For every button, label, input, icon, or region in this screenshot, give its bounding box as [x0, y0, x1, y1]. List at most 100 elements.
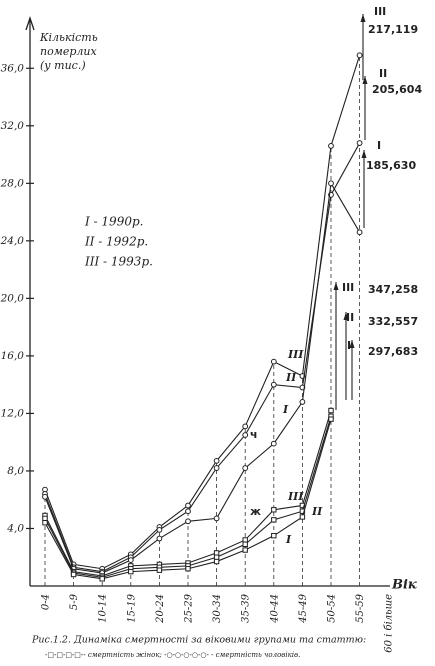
y-tick-label: 20,0	[0, 292, 24, 304]
x-axis-label: Вік	[391, 578, 417, 593]
point	[185, 508, 191, 515]
point	[356, 140, 363, 146]
x-tick-label: 35-39	[241, 593, 252, 622]
annotation: 185,630	[366, 159, 416, 172]
point	[328, 407, 334, 414]
y-tick-label: 28,0	[0, 177, 24, 189]
x-tick-label: 20-24	[155, 594, 166, 624]
point	[213, 465, 220, 471]
point	[42, 493, 48, 500]
point	[328, 416, 334, 422]
x-tick-label: 10-14	[98, 594, 109, 623]
x-tick-label: 50-54	[327, 594, 338, 623]
series-label: І	[285, 533, 292, 546]
point	[185, 518, 191, 525]
x-tick-label: 55-59	[355, 593, 366, 622]
annotation: І	[347, 339, 351, 352]
arrow-head	[343, 312, 349, 320]
series-label: ІІІ	[287, 490, 304, 503]
x-tick-label: 30-34	[212, 594, 223, 623]
point	[242, 547, 248, 553]
point	[271, 507, 277, 513]
caption: -□-□-□-□-- смертність жінок; -○-○-○-○-○-…	[45, 651, 300, 659]
point	[242, 541, 248, 547]
point	[213, 558, 220, 565]
annotation: І	[377, 139, 381, 152]
series-line	[44, 142, 361, 573]
x-tick-label: 0-4	[41, 594, 52, 610]
series-label: ІІ	[285, 371, 297, 384]
y-axis-label: (у тис.)	[40, 59, 86, 72]
point	[156, 527, 163, 533]
y-tick-label: 12,0	[1, 407, 25, 419]
point	[99, 576, 105, 582]
y-axis-label: Кількість	[39, 31, 98, 44]
point	[270, 358, 277, 365]
point	[270, 381, 277, 388]
y-axis-arrow	[25, 15, 35, 31]
series-line	[44, 55, 361, 570]
annotation: 217,119	[368, 23, 418, 36]
y-tick-label: 36,0	[1, 62, 25, 74]
point	[213, 550, 220, 556]
annotation: ІІІ	[374, 5, 386, 18]
y-tick-label: 32,0	[1, 120, 25, 132]
point	[213, 457, 220, 464]
annotation: 332,557	[368, 315, 418, 328]
y-tick-label: 4,0	[6, 522, 24, 534]
point	[299, 399, 306, 405]
point	[299, 514, 306, 520]
point	[128, 568, 134, 575]
point	[242, 423, 249, 430]
x-tick-label: 15-19	[126, 593, 137, 622]
point	[356, 52, 363, 59]
x-tick-label: 45-49	[298, 593, 309, 623]
point	[328, 180, 334, 187]
point	[328, 143, 334, 149]
point	[185, 566, 191, 572]
arrow-head	[361, 150, 367, 158]
point	[70, 571, 77, 578]
annotation: 205,604	[372, 83, 422, 96]
x-tick-label: 40-44	[269, 594, 280, 624]
point	[271, 532, 277, 539]
x-tick-label: 25-29	[184, 593, 195, 623]
legend-entry: ІІ - 1992р.	[84, 235, 148, 249]
annotation: ІІ	[379, 67, 387, 80]
series-label: І	[282, 403, 289, 416]
point	[42, 520, 48, 526]
annotation: ч	[250, 428, 258, 441]
y-tick-label: 24,0	[0, 235, 24, 247]
y-axis-label: померлих	[40, 45, 97, 58]
point	[127, 557, 134, 564]
y-tick-label: 8,0	[7, 465, 24, 477]
arrow-head	[333, 282, 339, 290]
x-tick-label: 5-9	[69, 593, 80, 610]
x-tick-label: 60 і більше	[384, 594, 395, 653]
arrow-head	[362, 76, 368, 84]
annotation: ІІІ	[342, 281, 354, 294]
point	[42, 515, 48, 522]
caption: Рис.1.2. Динаміка смертності за віковими…	[31, 635, 366, 646]
series-label: ІІ	[311, 505, 323, 518]
point	[270, 440, 277, 447]
series-line	[44, 181, 361, 574]
point	[242, 537, 248, 543]
point	[213, 515, 220, 522]
arrow-head	[360, 14, 366, 22]
point	[213, 554, 220, 560]
legend-entry: І - 1990р.	[84, 215, 143, 229]
annotation: 347,258	[368, 283, 418, 296]
point	[242, 432, 249, 438]
series-label: ІІІ	[287, 348, 304, 361]
annotation: 297,683	[368, 345, 418, 358]
point	[156, 535, 163, 542]
annotation: ІІ	[346, 311, 354, 324]
arrow-head	[349, 340, 355, 348]
y-tick-label: 16,0	[1, 350, 25, 362]
point	[356, 229, 363, 236]
point	[271, 517, 277, 523]
legend-entry: ІІІ - 1993р.	[84, 255, 153, 269]
annotation: ж	[250, 505, 261, 518]
